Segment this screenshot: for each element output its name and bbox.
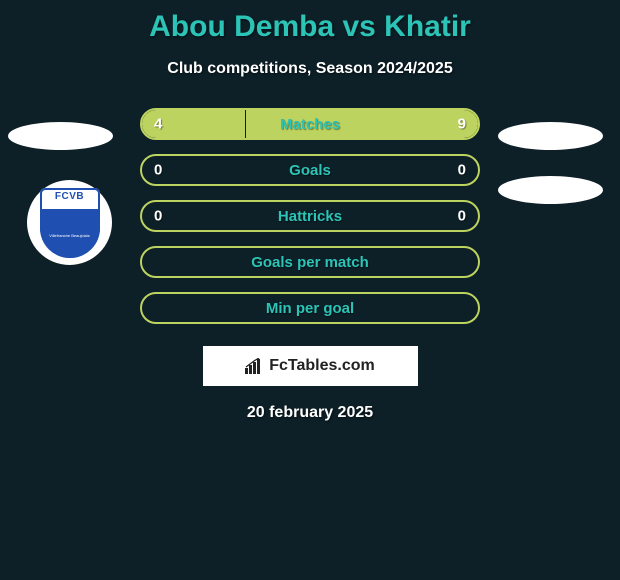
stat-row: 4 9 Matches (140, 108, 480, 140)
generated-date: 20 february 2025 (0, 404, 620, 422)
stat-value-right: 0 (458, 162, 466, 179)
stat-row: Min per goal (140, 292, 480, 324)
subtitle: Club competitions, Season 2024/2025 (0, 60, 620, 78)
stat-label: Min per goal (266, 300, 354, 317)
stats-rows: 4 9 Matches 0 0 Goals 0 0 Hattricks Goals per mat… (140, 108, 480, 324)
shield-icon: FCVB Villefranche Beaujolais (40, 188, 100, 258)
ellipse-decor (498, 122, 603, 150)
stat-value-left: 0 (154, 162, 162, 179)
ellipse-decor (498, 176, 603, 204)
stat-value-left: 0 (154, 208, 162, 225)
stat-row: Goals per match (140, 246, 480, 278)
club-badge: FCVB Villefranche Beaujolais (27, 180, 112, 265)
bar-chart-icon (245, 358, 265, 374)
brand-logo-box: FcTables.com (203, 346, 418, 386)
stat-label: Matches (280, 116, 340, 133)
stat-label: Hattricks (278, 208, 342, 225)
stat-row: 0 0 Hattricks (140, 200, 480, 232)
stat-value-right: 0 (458, 208, 466, 225)
stat-value-left: 4 (154, 116, 162, 133)
brand-text: FcTables.com (269, 357, 375, 375)
badge-name: Villefranche Beaujolais (49, 234, 89, 238)
stat-label: Goals per match (251, 254, 369, 271)
stat-row: 0 0 Goals (140, 154, 480, 186)
badge-acronym: FCVB (55, 191, 84, 202)
stat-value-right: 9 (458, 116, 466, 133)
stat-label: Goals (289, 162, 331, 179)
ellipse-decor (8, 122, 113, 150)
page-title: Abou Demba vs Khatir (0, 10, 620, 44)
